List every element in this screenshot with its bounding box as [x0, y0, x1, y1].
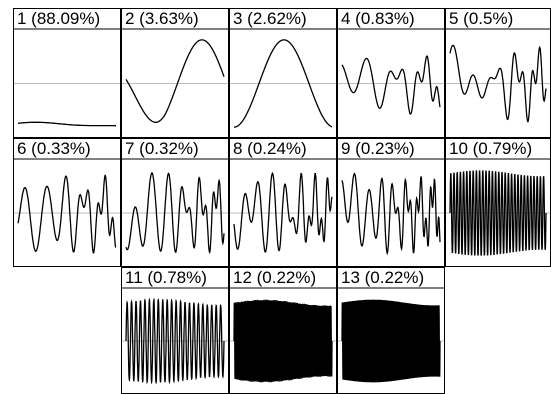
panel-title-9: 9 (0.23%)	[341, 139, 415, 158]
panel-frame-8	[229, 138, 337, 267]
panel-series-5	[449, 44, 547, 123]
panel-series-11	[125, 297, 225, 385]
panel-title-13: 13 (0.22%)	[341, 268, 424, 287]
panel-series-1	[17, 121, 116, 127]
panel-title-11: 11 (0.78%)	[125, 268, 207, 287]
panel-series-7	[125, 172, 225, 254]
panel-title-6: 6 (0.33%)	[17, 139, 91, 158]
panel-title-10: 10 (0.79%)	[449, 139, 532, 158]
panel-frame-4	[337, 8, 445, 138]
panel-frame-9	[337, 138, 445, 267]
panel-series-9	[341, 172, 441, 256]
panel-title-8: 8 (0.24%)	[233, 139, 307, 158]
panel-title-12: 12 (0.22%)	[233, 268, 316, 287]
panel-frame-7	[121, 138, 229, 267]
panel-series-2	[125, 39, 225, 123]
panel-series-6	[17, 174, 117, 254]
panel-title-2: 2 (3.63%)	[125, 9, 199, 28]
panel-series-4	[341, 55, 441, 115]
panel-series-12	[233, 299, 333, 383]
panel-title-3: 3 (2.62%)	[233, 9, 307, 28]
panel-series-3	[233, 39, 333, 128]
panel-title-7: 7 (0.32%)	[125, 139, 199, 158]
panel-frame-3	[229, 8, 337, 138]
panel-title-5: 5 (0.5%)	[449, 9, 513, 28]
panel-frame-1	[13, 8, 121, 138]
panel-frame-6	[13, 138, 121, 267]
panel-frame-2	[121, 8, 229, 138]
panel-series-13	[341, 299, 441, 383]
panel-title-1: 1 (88.09%)	[17, 9, 100, 28]
panel-title-4: 4 (0.83%)	[341, 9, 415, 28]
panel-series-10	[449, 170, 547, 256]
panel-series-8	[233, 171, 333, 253]
